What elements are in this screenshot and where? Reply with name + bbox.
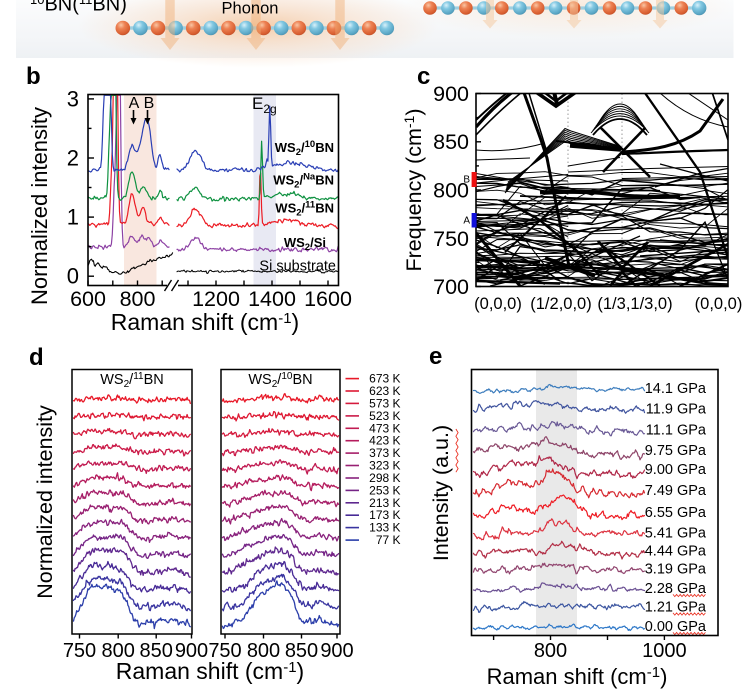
svg-text:800: 800 bbox=[102, 640, 135, 662]
svg-text:423 K: 423 K bbox=[369, 434, 400, 448]
svg-text:11.1 GPa: 11.1 GPa bbox=[646, 422, 707, 438]
svg-text:WS2/11BN: WS2/11BN bbox=[100, 371, 164, 390]
svg-text:3.19 GPa: 3.19 GPa bbox=[645, 562, 707, 578]
svg-text:133 K: 133 K bbox=[369, 521, 400, 535]
svg-text:800: 800 bbox=[120, 287, 156, 311]
svg-text:323 K: 323 K bbox=[369, 459, 400, 473]
svg-text:523 K: 523 K bbox=[369, 409, 400, 423]
svg-text:9.75 GPa: 9.75 GPa bbox=[645, 443, 707, 459]
svg-text:4.44 GPa: 4.44 GPa bbox=[645, 544, 707, 560]
svg-text:Raman shift (cm-1): Raman shift (cm-1) bbox=[111, 309, 299, 335]
svg-text:573 K: 573 K bbox=[369, 396, 400, 410]
svg-text:Normalized intensity: Normalized intensity bbox=[33, 405, 57, 599]
svg-text:0.00 GPa: 0.00 GPa bbox=[645, 619, 707, 635]
svg-text:Intensity (a.u.): Intensity (a.u.) bbox=[429, 425, 453, 561]
svg-text:B: B bbox=[144, 95, 155, 112]
svg-text:Raman shift (cm-1): Raman shift (cm-1) bbox=[487, 664, 668, 689]
svg-text:173 K: 173 K bbox=[369, 508, 400, 522]
svg-text:850: 850 bbox=[433, 130, 469, 154]
svg-text:A: A bbox=[463, 216, 470, 227]
svg-text:673 K: 673 K bbox=[369, 372, 400, 386]
svg-text:850: 850 bbox=[140, 640, 173, 662]
svg-text:Raman shift (cm-1): Raman shift (cm-1) bbox=[116, 658, 304, 684]
svg-text:Si substrate: Si substrate bbox=[259, 259, 336, 275]
svg-text:800: 800 bbox=[534, 640, 567, 662]
svg-text:b: b bbox=[26, 63, 41, 90]
svg-text:1000: 1000 bbox=[642, 640, 687, 662]
svg-text:Phonon: Phonon bbox=[222, 0, 279, 18]
svg-text:1600: 1600 bbox=[304, 287, 352, 311]
svg-text:WS2/NaBN: WS2/NaBN bbox=[273, 172, 334, 191]
svg-text:1200: 1200 bbox=[192, 287, 240, 311]
svg-text:800: 800 bbox=[433, 179, 469, 203]
svg-text:14.1 GPa: 14.1 GPa bbox=[645, 381, 707, 397]
svg-text:1: 1 bbox=[67, 205, 79, 230]
svg-text:Frequency (cm-1): Frequency (cm-1) bbox=[401, 109, 426, 272]
svg-text:77 K: 77 K bbox=[376, 533, 401, 547]
svg-text:10BN(11BN): 10BN(11BN) bbox=[30, 0, 127, 16]
svg-text:600: 600 bbox=[70, 287, 106, 311]
svg-text:850: 850 bbox=[285, 640, 318, 662]
svg-text:900: 900 bbox=[175, 640, 208, 662]
svg-text:373 K: 373 K bbox=[369, 446, 400, 460]
svg-text:5.41 GPa: 5.41 GPa bbox=[645, 525, 707, 541]
svg-text:WS2/10BN: WS2/10BN bbox=[275, 139, 334, 158]
svg-text:d: d bbox=[29, 344, 44, 371]
svg-text:213 K: 213 K bbox=[369, 496, 400, 510]
svg-text:3: 3 bbox=[67, 86, 79, 111]
svg-text:750: 750 bbox=[433, 227, 469, 251]
svg-text:11.9 GPa: 11.9 GPa bbox=[646, 402, 707, 418]
svg-text:750: 750 bbox=[208, 640, 241, 662]
svg-text:2: 2 bbox=[67, 146, 79, 171]
svg-text:298 K: 298 K bbox=[369, 471, 400, 485]
svg-text:WS2/Si: WS2/Si bbox=[284, 235, 326, 253]
svg-text:2.28 GPa: 2.28 GPa bbox=[645, 581, 707, 597]
svg-text:1.21 GPa: 1.21 GPa bbox=[645, 600, 707, 616]
svg-text:1400: 1400 bbox=[248, 287, 296, 311]
svg-text:(0,0,0): (0,0,0) bbox=[695, 295, 743, 313]
svg-text:0: 0 bbox=[67, 264, 79, 289]
svg-text:e: e bbox=[429, 343, 442, 370]
svg-text:7.49 GPa: 7.49 GPa bbox=[645, 483, 707, 499]
svg-text:750: 750 bbox=[63, 640, 96, 662]
svg-text:900: 900 bbox=[320, 640, 353, 662]
svg-text:WS2/10BN: WS2/10BN bbox=[248, 371, 312, 390]
svg-text:623 K: 623 K bbox=[369, 384, 400, 398]
svg-text:9.00 GPa: 9.00 GPa bbox=[645, 462, 707, 478]
svg-text:900: 900 bbox=[433, 82, 469, 106]
svg-text:Normalized intensity: Normalized intensity bbox=[27, 107, 52, 305]
svg-text:(1/3,1/3,0): (1/3,1/3,0) bbox=[597, 295, 672, 313]
svg-text:700: 700 bbox=[433, 275, 469, 299]
svg-text:473 K: 473 K bbox=[369, 421, 400, 435]
svg-text:6.55 GPa: 6.55 GPa bbox=[645, 505, 707, 521]
svg-text:253 K: 253 K bbox=[369, 483, 400, 497]
svg-text:A: A bbox=[129, 95, 140, 112]
svg-text:800: 800 bbox=[247, 640, 280, 662]
svg-text:(1/2,0,0): (1/2,0,0) bbox=[530, 295, 591, 313]
svg-text:WS2/11BN: WS2/11BN bbox=[275, 200, 334, 219]
svg-text:B: B bbox=[463, 175, 470, 186]
svg-text:c: c bbox=[417, 63, 430, 90]
svg-text:(0,0,0): (0,0,0) bbox=[474, 295, 522, 313]
